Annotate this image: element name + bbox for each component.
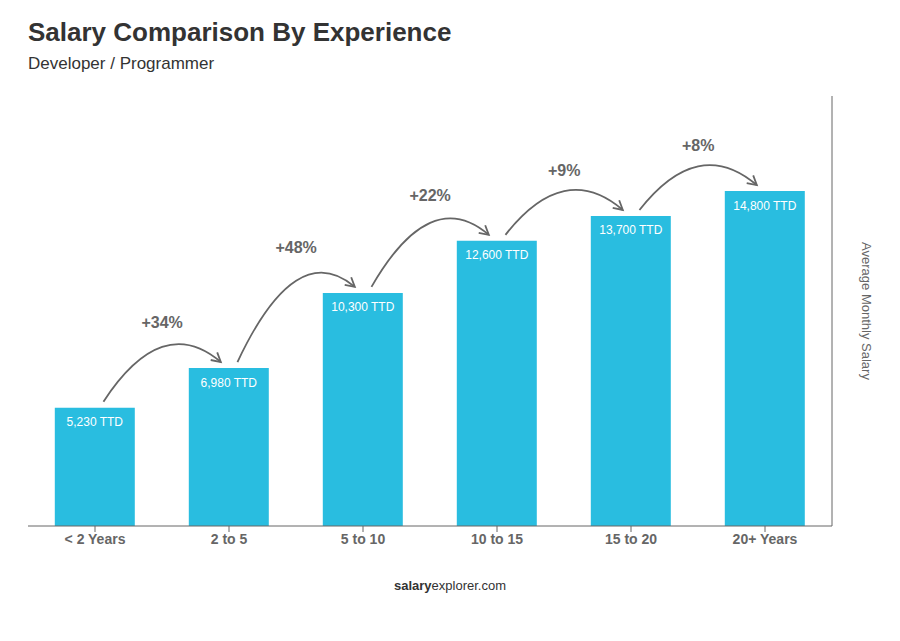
svg-text:+8%: +8%: [682, 137, 714, 154]
svg-text:Average Monthly Salary: Average Monthly Salary: [859, 242, 874, 380]
svg-text:2 to 5: 2 to 5: [211, 531, 248, 547]
svg-text:+34%: +34%: [141, 314, 182, 331]
svg-text:20+ Years: 20+ Years: [733, 531, 798, 547]
html-text:Developer / Programmer: Developer / Programmer: [28, 54, 215, 73]
svg-text:10,300 TTD: 10,300 TTD: [331, 300, 394, 314]
svg-text:14,800 TTD: 14,800 TTD: [733, 199, 796, 213]
svg-text:+22%: +22%: [409, 187, 450, 204]
svg-text:6,980 TTD: 6,980 TTD: [201, 376, 258, 390]
svg-text:15 to 20: 15 to 20: [605, 531, 657, 547]
svg-text:+48%: +48%: [275, 239, 316, 256]
svg-text:13,700 TTD: 13,700 TTD: [599, 223, 662, 237]
svg-text:5,230 TTD: 5,230 TTD: [67, 415, 124, 429]
svg-text:12,600 TTD: 12,600 TTD: [465, 248, 528, 262]
html-text:Salary Comparison By Experienc: Salary Comparison By Experience: [28, 17, 452, 47]
svg-text:< 2 Years: < 2 Years: [65, 531, 126, 547]
html-text:salary explorer.com: salary explorer.com: [394, 578, 506, 593]
svg-text:10 to 15: 10 to 15: [471, 531, 523, 547]
svg-text:+9%: +9%: [548, 162, 580, 179]
svg-text:5 to 10: 5 to 10: [341, 531, 386, 547]
